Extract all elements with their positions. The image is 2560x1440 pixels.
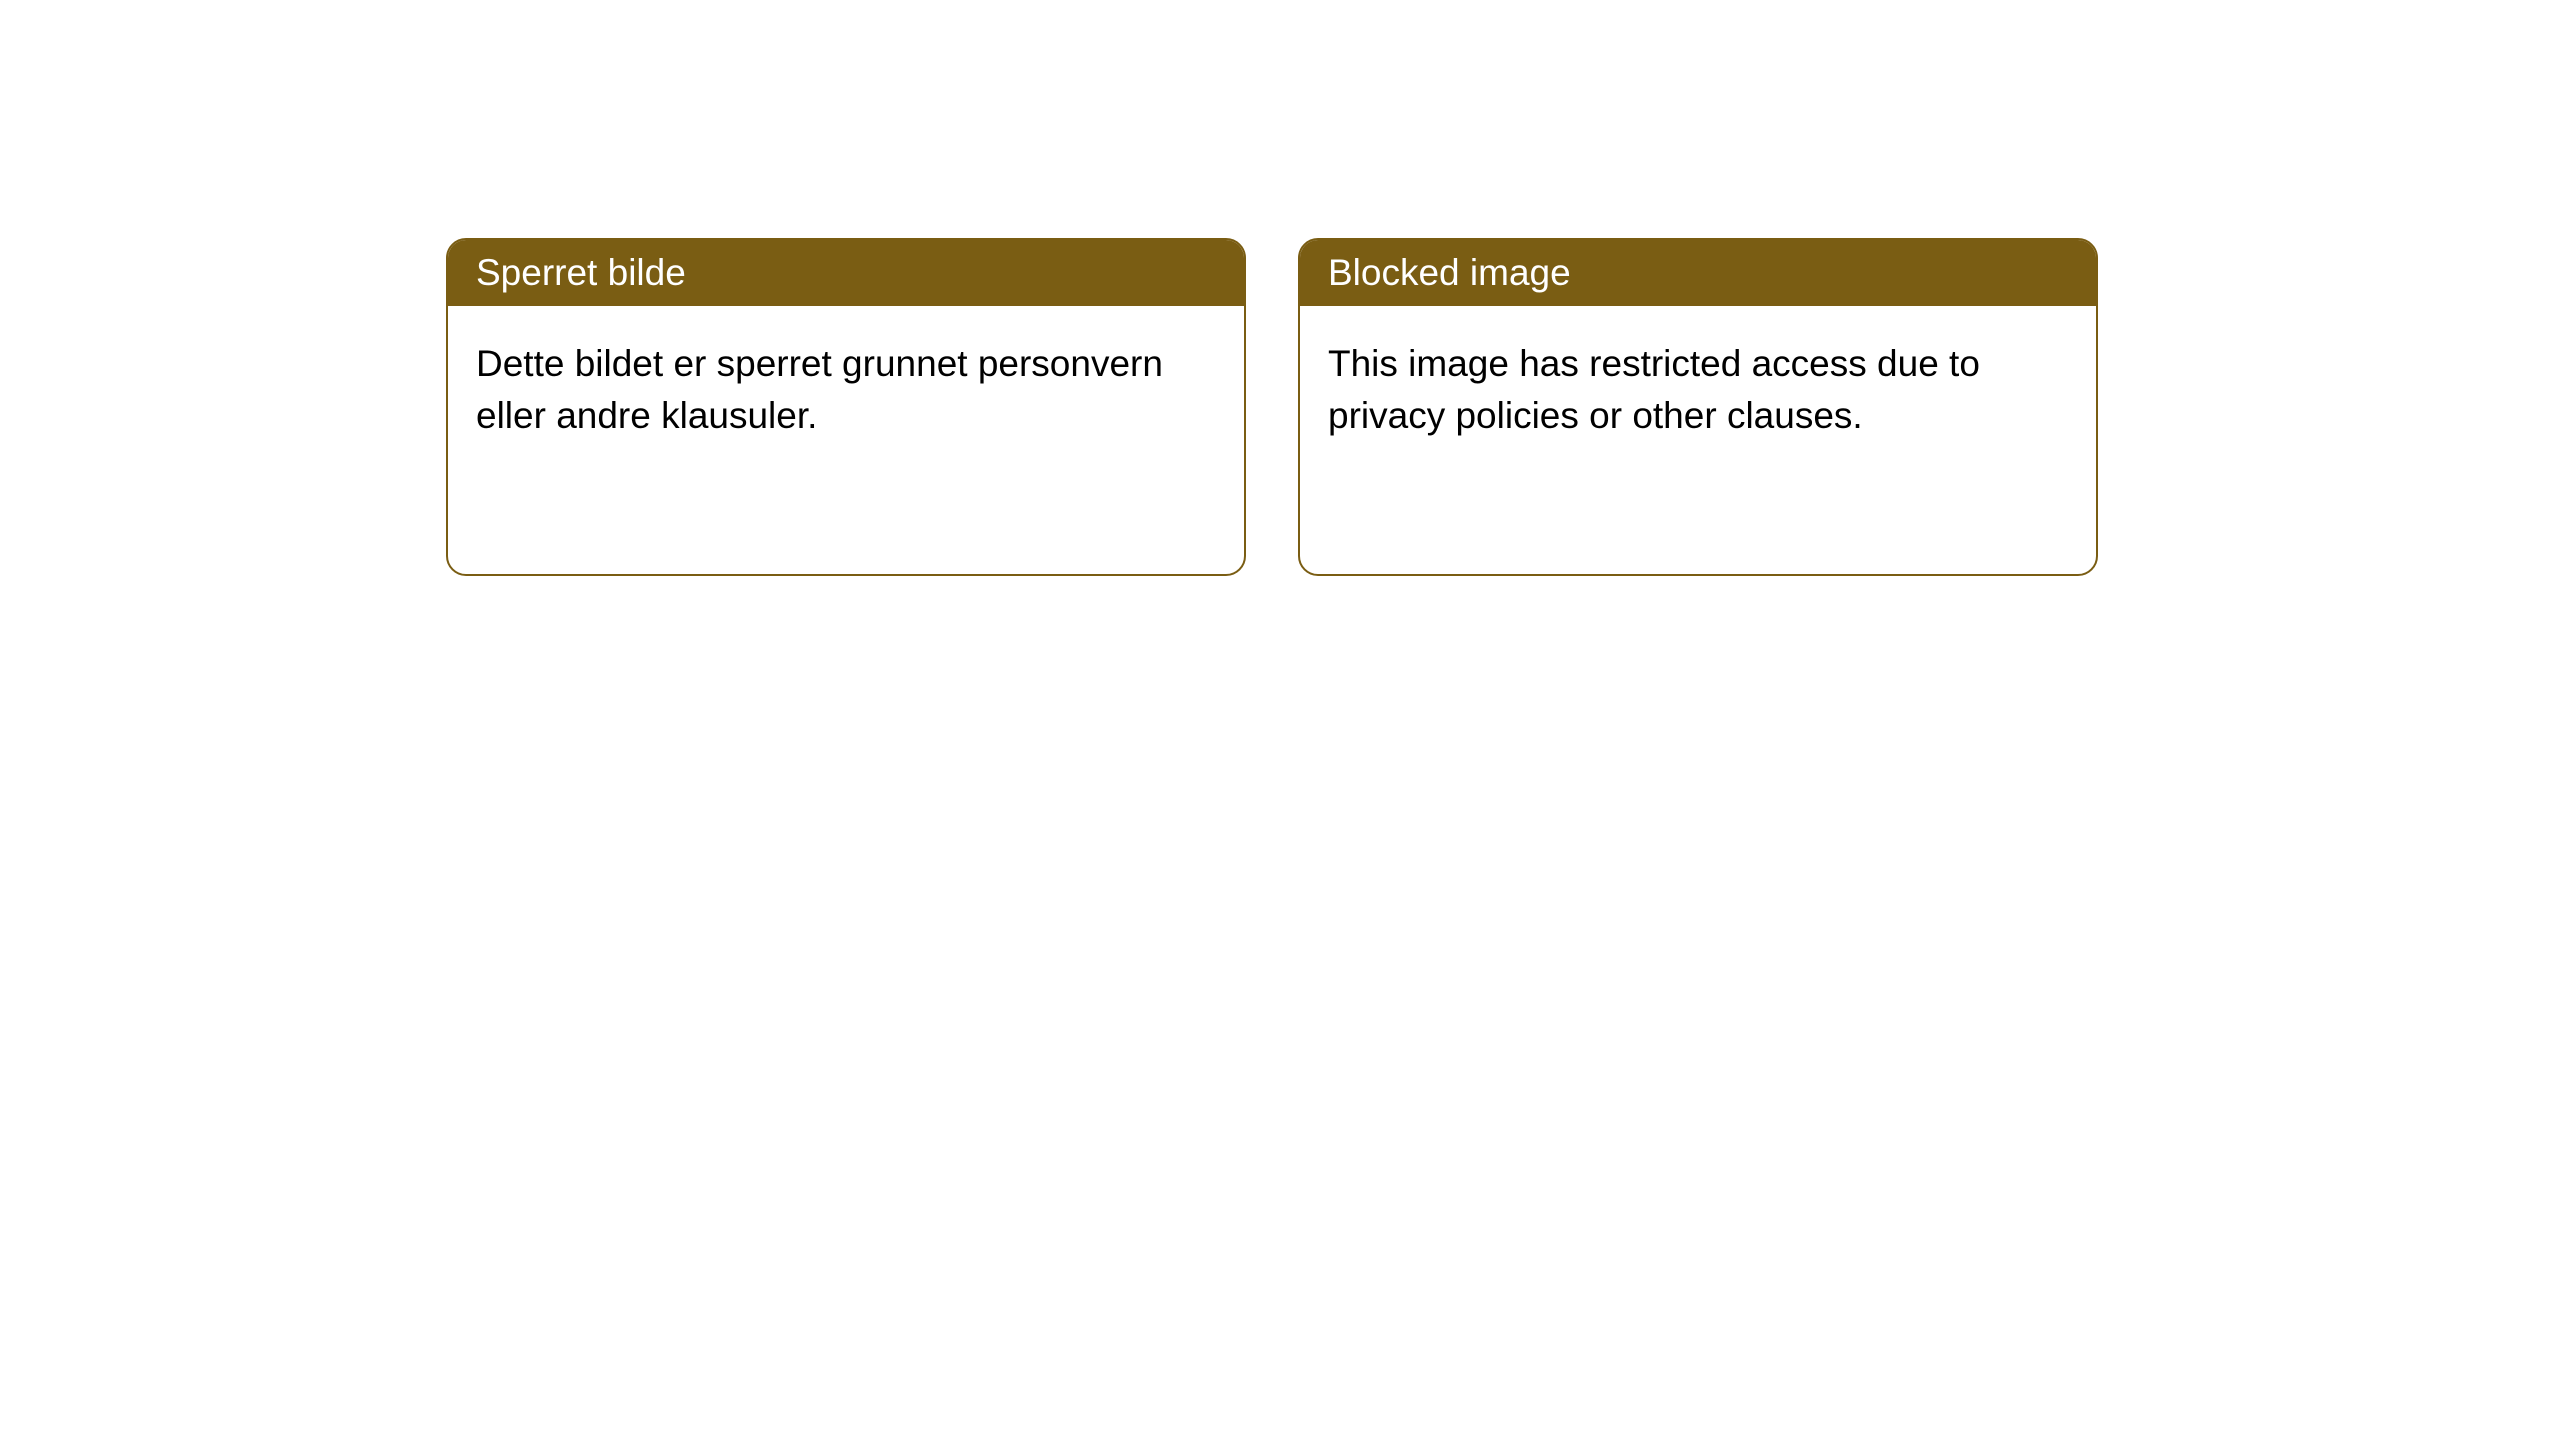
card-english: Blocked image This image has restricted … [1298,238,2098,576]
card-header-english: Blocked image [1300,240,2096,306]
card-header-norwegian: Sperret bilde [448,240,1244,306]
card-norwegian: Sperret bilde Dette bildet er sperret gr… [446,238,1246,576]
cards-container: Sperret bilde Dette bildet er sperret gr… [446,238,2098,576]
card-body-english: This image has restricted access due to … [1300,306,2096,474]
card-body-norwegian: Dette bildet er sperret grunnet personve… [448,306,1244,474]
card-body-text-english: This image has restricted access due to … [1328,343,1980,436]
card-body-text-norwegian: Dette bildet er sperret grunnet personve… [476,343,1163,436]
card-title-english: Blocked image [1328,252,1571,293]
card-title-norwegian: Sperret bilde [476,252,686,293]
